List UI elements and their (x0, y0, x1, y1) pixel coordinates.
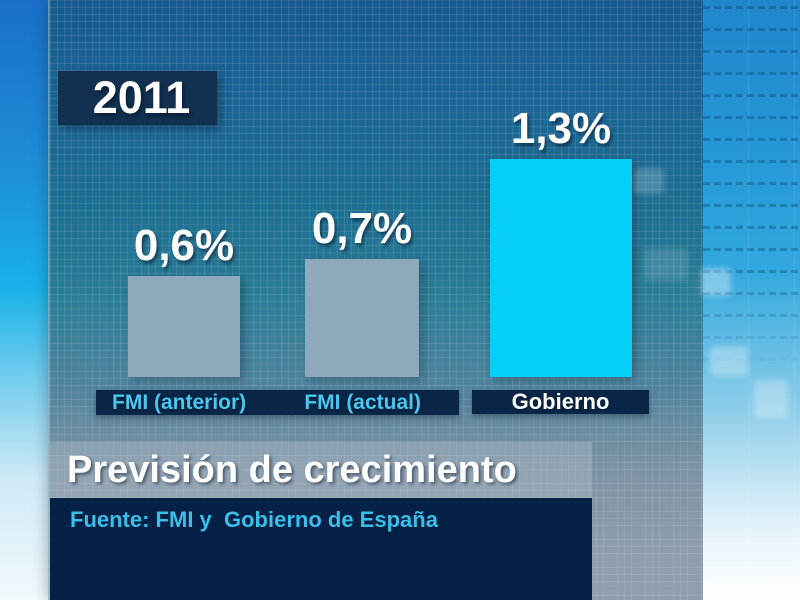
year-label: 2011 (92, 72, 191, 123)
light-glint (634, 168, 664, 194)
fmi-actual-bar (305, 259, 419, 377)
chart-title: Previsión de crecimiento (67, 449, 517, 491)
light-glint (701, 268, 731, 296)
category-label-fmi-anterior: FMI (anterior) (112, 390, 247, 414)
bar-group-gobierno: 1,3% (490, 105, 632, 377)
category-label-fmi-actual: FMI (actual) (304, 390, 421, 414)
value-label-gobierno: 1,3% (510, 104, 612, 153)
year-badge: 2011 (58, 71, 217, 125)
source-text: Fuente: FMI y Gobierno de España (70, 507, 438, 532)
dashed-texture (703, 0, 800, 600)
category-band-gobierno: Gobierno (472, 390, 649, 414)
background-left-gradient (0, 0, 48, 600)
source-band: Fuente: FMI y Gobierno de España (50, 498, 592, 600)
background-right-gradient (703, 0, 800, 600)
title-band: Previsión de crecimiento (50, 442, 592, 498)
value-label-fmi-actual: 0,7% (311, 204, 413, 253)
chart-panel: 2011 0,6% 0,7% 1,3% FMI (anterior) FMI (… (48, 0, 703, 600)
bar-group-fmi-actual: 0,7% (305, 205, 419, 377)
gobierno-bar (490, 159, 632, 377)
light-glint (754, 380, 788, 418)
light-glint (644, 248, 688, 280)
category-label-gobierno: Gobierno (511, 389, 610, 414)
light-glint (710, 346, 748, 376)
category-band-fmi: FMI (anterior) FMI (actual) (96, 390, 459, 415)
value-label-fmi-anterior: 0,6% (133, 221, 235, 270)
fmi-anterior-bar (128, 276, 240, 377)
bar-group-fmi-anterior: 0,6% (128, 222, 240, 377)
